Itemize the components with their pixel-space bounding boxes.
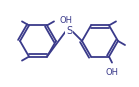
Text: S: S xyxy=(66,26,72,36)
Text: OH: OH xyxy=(106,68,119,77)
Text: OH: OH xyxy=(59,16,72,25)
